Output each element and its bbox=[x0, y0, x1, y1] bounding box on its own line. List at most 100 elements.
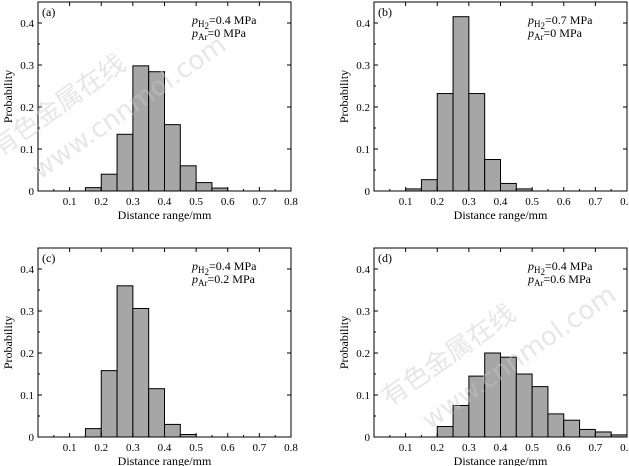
pressure-annotation: pH2=0.7 MPa bbox=[527, 13, 593, 31]
x-tick-label: 0.5 bbox=[525, 442, 539, 454]
x-tick-label: 0.2 bbox=[94, 196, 108, 208]
pressure-annotation: pH2=0.4 MPa bbox=[191, 259, 257, 277]
pressure-annotation: pAr=0 MPa bbox=[527, 26, 583, 42]
histogram-bar bbox=[452, 16, 470, 192]
x-tick-label: 0.2 bbox=[430, 442, 444, 454]
x-tick-label: 0.5 bbox=[189, 196, 203, 208]
y-tick-label: 0.4 bbox=[356, 264, 370, 276]
y-axis-label: Probability bbox=[337, 316, 351, 369]
x-tick-label: 0.7 bbox=[253, 196, 267, 208]
histogram-bar bbox=[100, 370, 118, 438]
x-tick-label: 0.4 bbox=[494, 442, 508, 454]
x-tick-label: 0.3 bbox=[462, 442, 476, 454]
histogram-bar bbox=[547, 413, 565, 438]
x-tick-label: 0.8 bbox=[620, 442, 629, 454]
pressure-annotation: pH2=0.4 MPa bbox=[191, 13, 257, 31]
histogram-bar bbox=[420, 179, 438, 192]
y-tick-label: 0.2 bbox=[20, 348, 34, 360]
x-tick-label: 0.2 bbox=[94, 442, 108, 454]
x-tick-label: 0.1 bbox=[399, 442, 413, 454]
x-tick-label: 0.2 bbox=[430, 196, 444, 208]
histogram-bar bbox=[468, 93, 486, 192]
histogram-bar bbox=[579, 428, 596, 438]
histogram-bar bbox=[164, 423, 181, 438]
panel-label: (c) bbox=[42, 251, 55, 265]
histogram-bar bbox=[84, 187, 102, 192]
x-tick-label: 0.3 bbox=[126, 196, 140, 208]
y-tick-label: 0.1 bbox=[20, 144, 34, 156]
pressure-annotation: pAr=0 MPa bbox=[191, 26, 247, 42]
x-tick-label: 0.4 bbox=[494, 196, 508, 208]
x-tick-label: 0.6 bbox=[221, 442, 235, 454]
histogram-bar bbox=[594, 431, 612, 438]
histogram-bar bbox=[484, 159, 501, 192]
y-tick-label: 0.3 bbox=[356, 60, 370, 72]
x-axis-label: Distance range/mm bbox=[118, 454, 212, 466]
histogram-bar bbox=[84, 428, 102, 438]
x-axis-label: Distance range/mm bbox=[454, 208, 548, 222]
panel-label: (a) bbox=[42, 5, 55, 19]
histogram-bar bbox=[179, 165, 197, 192]
chart-panel-2: 0.10.20.30.40.50.60.70.800.10.20.30.4Dis… bbox=[337, 1, 629, 222]
x-tick-label: 0.4 bbox=[158, 442, 172, 454]
y-tick-label: 0.4 bbox=[20, 18, 34, 30]
x-tick-label: 0.8 bbox=[284, 442, 298, 454]
histogram-bar bbox=[132, 307, 150, 438]
y-tick-label: 0.3 bbox=[356, 306, 370, 318]
chart-panel-4: 0.10.20.30.40.50.60.70.800.10.20.30.4Dis… bbox=[337, 247, 629, 466]
y-tick-label: 0 bbox=[365, 186, 371, 198]
x-tick-label: 0.1 bbox=[63, 442, 77, 454]
x-tick-label: 0.8 bbox=[620, 196, 629, 208]
y-axis-label: Probability bbox=[1, 70, 15, 123]
histogram-bar bbox=[164, 124, 181, 192]
histogram-bar bbox=[563, 419, 581, 438]
x-tick-label: 0.7 bbox=[589, 196, 603, 208]
y-tick-label: 0 bbox=[29, 432, 35, 444]
x-tick-label: 0.5 bbox=[189, 442, 203, 454]
x-tick-label: 0.1 bbox=[63, 196, 77, 208]
x-tick-label: 0.4 bbox=[158, 196, 172, 208]
histogram-bar bbox=[116, 133, 134, 192]
y-axis-label: Probability bbox=[337, 70, 351, 123]
histogram-bar bbox=[515, 373, 533, 438]
chart-panel-3: 0.1 0.2 0.3 0.4 0.5 0.6 0.7 0.800.10.20.30.4Dis… bbox=[1, 247, 298, 466]
x-tick-label: 0.6 bbox=[221, 196, 235, 208]
x-tick-label: 0.3 bbox=[126, 442, 140, 454]
panel-label: (d) bbox=[378, 251, 392, 265]
pressure-annotation: pAr=0.2 MPa bbox=[191, 272, 256, 288]
y-tick-label: 0.2 bbox=[356, 348, 370, 360]
y-tick-label: 0.3 bbox=[20, 306, 34, 318]
x-tick-label: 0.5 bbox=[525, 196, 539, 208]
y-tick-label: 0.1 bbox=[356, 144, 370, 156]
x-tick-label: 0.3 bbox=[462, 196, 476, 208]
y-tick-label: 0.2 bbox=[20, 102, 34, 114]
histogram-bar bbox=[100, 173, 118, 192]
y-tick-label: 0.2 bbox=[356, 102, 370, 114]
x-tick-label: 0.7 bbox=[589, 442, 603, 454]
y-tick-label: 0.4 bbox=[356, 18, 370, 30]
histogram-bar bbox=[436, 93, 454, 192]
y-tick-label: 0.4 bbox=[20, 264, 34, 276]
histogram-bar bbox=[195, 182, 213, 192]
chart-panel-1: 0.1 0.2 0.3 0.4 0.5 0.6 0.7 0.800.10.20.30.4Dis… bbox=[1, 1, 298, 222]
x-tick-label: 0.7 bbox=[253, 442, 267, 454]
x-tick-label: 0.8 bbox=[284, 196, 298, 208]
y-tick-label: 0.1 bbox=[356, 390, 370, 402]
y-tick-label: 0.1 bbox=[20, 390, 34, 402]
x-tick-label: 0.6 bbox=[557, 442, 571, 454]
x-axis-label: Distance range/mm bbox=[454, 454, 548, 466]
x-tick-label: 0.6 bbox=[557, 196, 571, 208]
panel-label: (b) bbox=[378, 5, 392, 19]
histogram-bar bbox=[116, 285, 134, 438]
histogram-bar bbox=[531, 386, 549, 438]
pressure-annotation: pAr=0.6 MPa bbox=[527, 272, 592, 288]
y-tick-label: 0 bbox=[365, 432, 371, 444]
x-tick-label: 0.1 bbox=[399, 196, 413, 208]
x-axis-label: Distance range/mm bbox=[118, 208, 212, 222]
histogram-bar bbox=[148, 388, 165, 438]
y-axis-label: Probability bbox=[1, 316, 15, 369]
histogram-bar bbox=[500, 182, 517, 192]
y-tick-label: 0.3 bbox=[20, 60, 34, 72]
y-tick-label: 0 bbox=[29, 186, 35, 198]
